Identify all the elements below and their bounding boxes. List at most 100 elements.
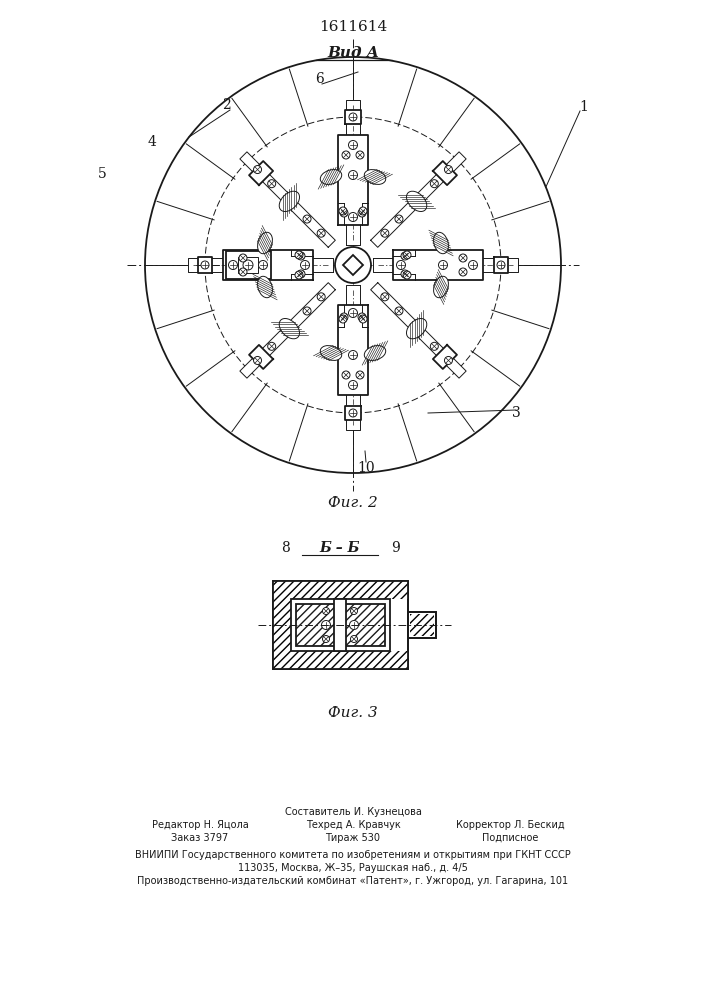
Polygon shape: [494, 257, 508, 273]
Bar: [272, 599, 291, 651]
Circle shape: [349, 409, 357, 417]
Polygon shape: [338, 135, 368, 225]
Polygon shape: [249, 345, 273, 369]
Circle shape: [254, 166, 262, 174]
Bar: [296, 604, 385, 646]
Circle shape: [395, 215, 403, 223]
Text: 113035, Москва, Ж–35, Раушская наб., д. 4/5: 113035, Москва, Ж–35, Раушская наб., д. …: [238, 863, 468, 873]
Circle shape: [295, 271, 303, 279]
Polygon shape: [433, 345, 457, 369]
Text: 10: 10: [357, 461, 375, 475]
Circle shape: [395, 307, 403, 315]
Polygon shape: [373, 258, 518, 272]
Circle shape: [397, 260, 406, 269]
Text: Вид A: Вид A: [327, 46, 379, 60]
Text: ВНИИПИ Государственного комитета по изобретениям и открытиям при ГКНТ СССР: ВНИИПИ Государственного комитета по изоб…: [135, 850, 571, 860]
Bar: [272, 581, 407, 669]
Bar: [272, 581, 407, 599]
Circle shape: [297, 270, 305, 278]
Text: Подписное: Подписное: [481, 833, 538, 843]
Circle shape: [317, 229, 325, 237]
Bar: [409, 614, 433, 636]
Text: Б – Б: Б – Б: [320, 541, 361, 555]
Ellipse shape: [279, 191, 300, 212]
Circle shape: [239, 268, 247, 276]
Circle shape: [431, 342, 438, 350]
Circle shape: [469, 260, 477, 269]
Circle shape: [349, 380, 358, 389]
Text: 5: 5: [98, 167, 106, 181]
Circle shape: [340, 313, 348, 321]
Text: Составитель И. Кузнецова: Составитель И. Кузнецова: [284, 807, 421, 817]
Polygon shape: [223, 250, 313, 280]
Polygon shape: [393, 250, 483, 280]
Circle shape: [349, 113, 357, 121]
Circle shape: [459, 268, 467, 276]
Ellipse shape: [364, 346, 386, 360]
Circle shape: [340, 209, 348, 217]
Circle shape: [339, 207, 347, 215]
Circle shape: [342, 371, 350, 379]
Circle shape: [295, 251, 303, 259]
Circle shape: [445, 166, 452, 174]
Ellipse shape: [320, 346, 341, 360]
Polygon shape: [188, 258, 333, 272]
Text: Тираж 530: Тираж 530: [325, 833, 380, 843]
Ellipse shape: [320, 170, 341, 184]
Circle shape: [431, 180, 438, 188]
Text: 1611614: 1611614: [319, 20, 387, 34]
Circle shape: [339, 315, 347, 323]
Circle shape: [358, 209, 366, 217]
Text: 4: 4: [148, 135, 156, 149]
Circle shape: [356, 151, 364, 159]
Ellipse shape: [407, 191, 427, 212]
Circle shape: [303, 307, 311, 315]
Circle shape: [381, 293, 389, 301]
Bar: [291, 599, 390, 651]
Circle shape: [228, 260, 238, 269]
Polygon shape: [343, 255, 363, 275]
Ellipse shape: [433, 232, 448, 254]
Polygon shape: [346, 285, 360, 430]
Circle shape: [317, 293, 325, 301]
Text: 3: 3: [512, 406, 520, 420]
Bar: [407, 612, 436, 638]
Circle shape: [349, 308, 358, 318]
Circle shape: [351, 636, 358, 643]
Text: Редактор Н. Яцола: Редактор Н. Яцола: [151, 820, 248, 830]
Polygon shape: [249, 161, 273, 185]
Bar: [407, 612, 436, 638]
Ellipse shape: [257, 276, 272, 298]
Bar: [238, 257, 258, 273]
Polygon shape: [433, 161, 457, 185]
Circle shape: [403, 271, 411, 279]
Polygon shape: [370, 283, 466, 378]
Ellipse shape: [364, 170, 386, 184]
Text: Заказ 3797: Заказ 3797: [171, 833, 228, 843]
Bar: [226, 251, 271, 279]
Text: Фиг. 3: Фиг. 3: [328, 706, 378, 720]
Bar: [334, 599, 346, 651]
Polygon shape: [345, 406, 361, 420]
Circle shape: [254, 356, 262, 364]
Circle shape: [349, 170, 358, 180]
Circle shape: [342, 151, 350, 159]
Polygon shape: [198, 257, 212, 273]
Text: 9: 9: [391, 541, 399, 555]
Circle shape: [268, 180, 276, 188]
Circle shape: [243, 260, 253, 270]
Text: Корректор Л. Бескид: Корректор Л. Бескид: [456, 820, 564, 830]
Circle shape: [349, 213, 358, 222]
Circle shape: [403, 251, 411, 259]
Polygon shape: [240, 283, 335, 378]
Circle shape: [459, 254, 467, 262]
Text: Производственно-издательский комбинат «Патент», г. Ужгород, ул. Гагарина, 101: Производственно-издательский комбинат «П…: [137, 876, 568, 886]
Polygon shape: [338, 305, 368, 395]
Circle shape: [445, 356, 452, 364]
Ellipse shape: [257, 232, 272, 254]
Bar: [272, 581, 407, 669]
Polygon shape: [240, 152, 335, 247]
Circle shape: [359, 315, 367, 323]
Bar: [272, 651, 407, 669]
Circle shape: [401, 252, 409, 260]
